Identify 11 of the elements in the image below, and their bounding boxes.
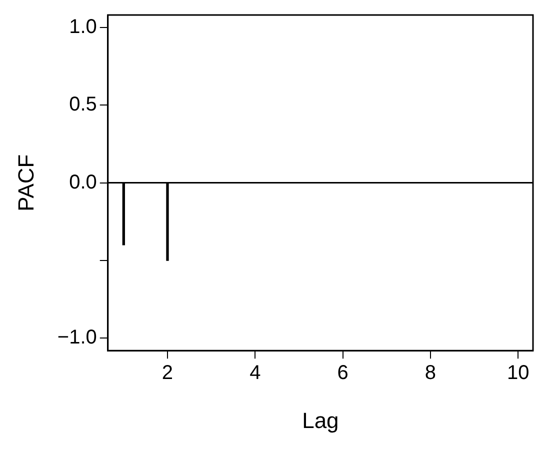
y-tick-label: 1.0 [69,16,97,38]
x-tick-label: 8 [424,362,436,384]
x-tick-label: 2 [162,362,174,384]
x-tick-label: 6 [337,362,348,384]
y-axis-title: PACF [13,154,38,212]
y-tick-label: 0.5 [69,94,97,116]
x-axis-title: Lag [302,408,339,433]
x-tick-label: 10 [506,362,530,384]
y-tick-label: −1.0 [57,326,97,349]
x-tick-label: 4 [250,362,261,384]
y-tick-label: 0.0 [69,171,97,194]
